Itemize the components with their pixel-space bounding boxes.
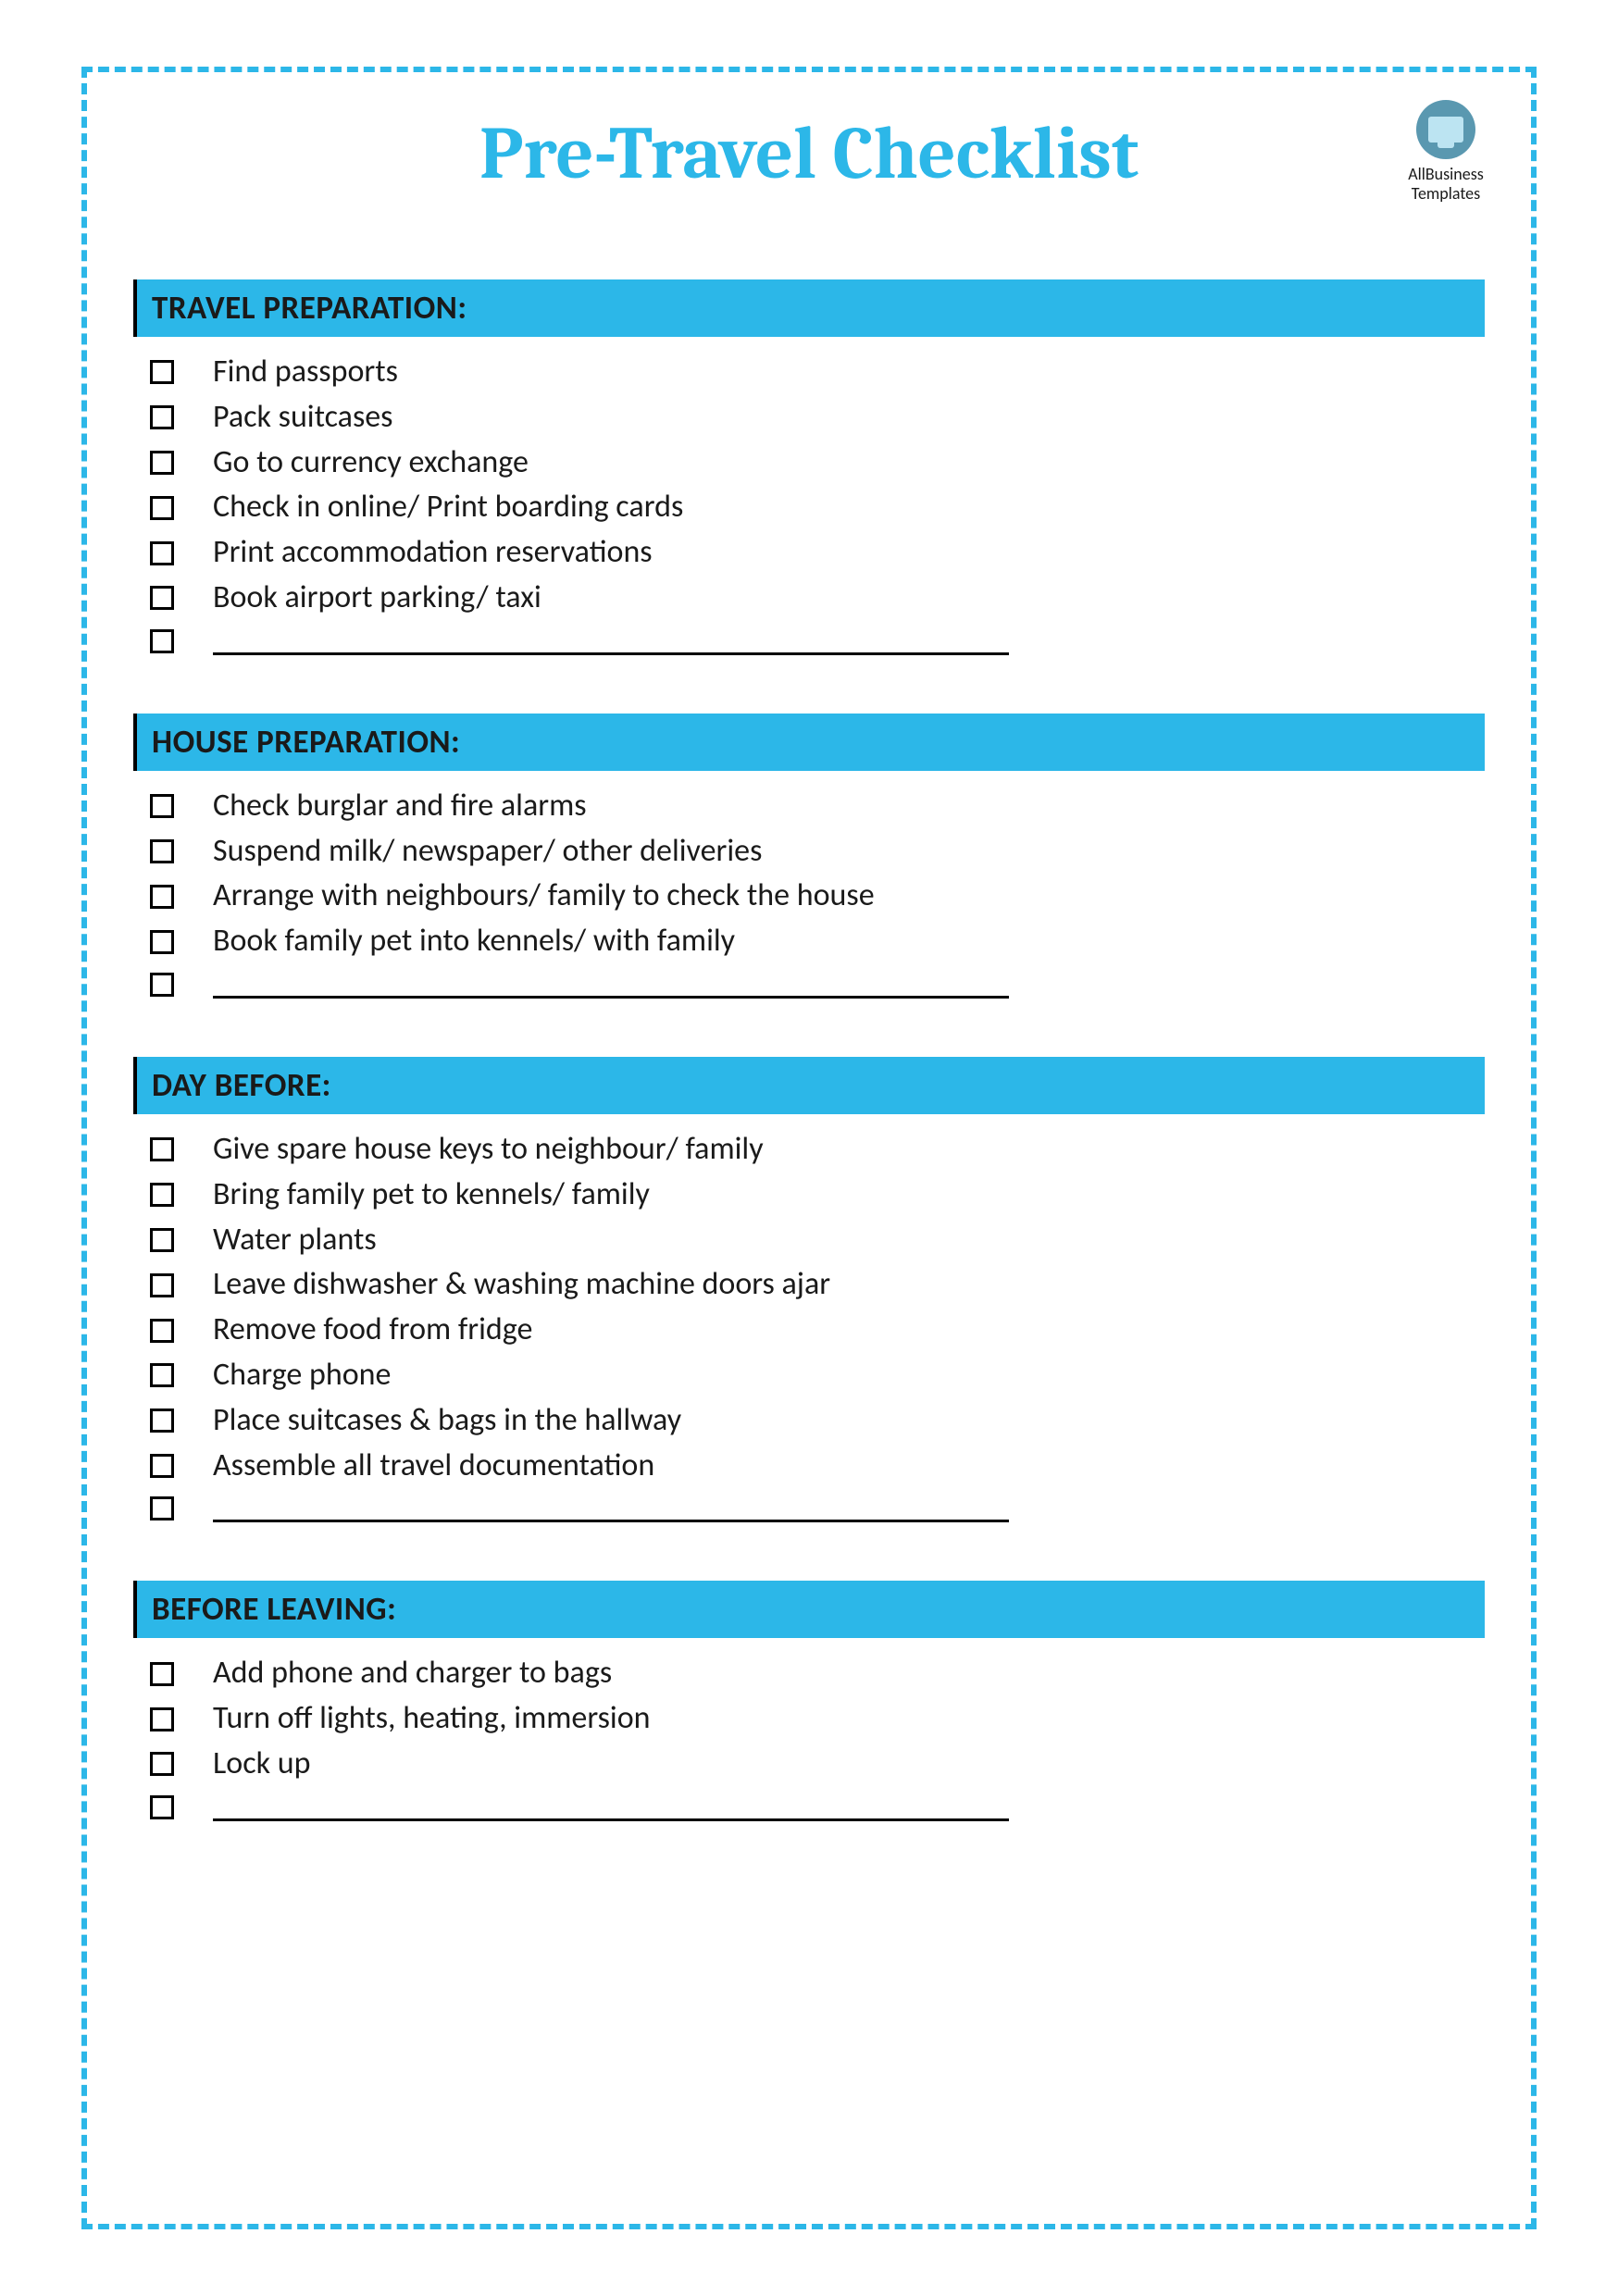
checkbox[interactable] [150,541,174,565]
checklist-item: Print accommodation reservations [150,530,1485,576]
checkbox[interactable] [150,586,174,610]
item-text: Suspend milk/ newspaper/ other deliverie… [213,833,762,871]
checkbox[interactable] [150,973,174,997]
checklist-item: Pack suitcases [150,395,1485,441]
checkbox[interactable] [150,629,174,653]
section-header: DAY BEFORE: [133,1057,1485,1114]
item-text: Add phone and charger to bags [213,1655,612,1693]
checklist-item: Arrange with neighbours/ family to check… [150,874,1485,919]
checklist-item-blank [150,621,1485,662]
checklist-item: Lock up [150,1742,1485,1787]
checklist-item: Bring family pet to kennels/ family [150,1173,1485,1218]
checkbox[interactable] [150,360,174,384]
checklist-item: Leave dishwasher & washing machine doors… [150,1262,1485,1308]
checklist-item: Charge phone [150,1353,1485,1398]
logo: AllBusiness Templates [1390,100,1501,203]
logo-icon [1416,100,1475,159]
checklist-item: Go to currency exchange [150,441,1485,486]
section: DAY BEFORE: Give spare house keys to neig… [133,1057,1485,1529]
items: Give spare house keys to neighbour/ fami… [133,1114,1485,1529]
section-header: HOUSE PREPARATION: [133,714,1485,771]
checklist-item: Give spare house keys to neighbour/ fami… [150,1127,1485,1173]
page-border: Pre-Travel Checklist AllBusiness Templat… [81,67,1537,2229]
items: Add phone and charger to bags Turn off li… [133,1638,1485,1827]
checklist-item: Assemble all travel documentation [150,1444,1485,1489]
item-text: Book family pet into kennels/ with famil… [213,923,735,961]
blank-write-in-line[interactable] [213,1793,1009,1821]
checkbox[interactable] [150,1707,174,1731]
header: Pre-Travel Checklist AllBusiness Templat… [133,100,1485,196]
section: TRAVEL PREPARATION: Find passports Pack su… [133,279,1485,662]
items: Find passports Pack suitcases Go to curren… [133,337,1485,662]
section-header: BEFORE LEAVING: [133,1581,1485,1638]
item-text: Turn off lights, heating, immersion [213,1700,651,1738]
item-text: Book airport parking/ taxi [213,579,541,617]
logo-text-line1: AllBusiness [1390,165,1501,184]
checklist-item: Book airport parking/ taxi [150,576,1485,621]
blank-write-in-line[interactable] [213,1495,1009,1522]
item-text: Place suitcases & bags in the hallway [213,1402,681,1440]
checkbox[interactable] [150,1454,174,1478]
section-title: TRAVEL PREPARATION: [152,289,1470,328]
checklist-item: Remove food from fridge [150,1308,1485,1353]
section-title: DAY BEFORE: [152,1066,1470,1105]
checkbox[interactable] [150,930,174,954]
checkbox[interactable] [150,1363,174,1387]
section: HOUSE PREPARATION: Check burglar and fire… [133,714,1485,1005]
item-text: Assemble all travel documentation [213,1447,654,1485]
checkbox[interactable] [150,1795,174,1819]
checkbox[interactable] [150,1137,174,1161]
blank-write-in-line[interactable] [213,971,1009,999]
section-title: HOUSE PREPARATION: [152,723,1470,762]
checkbox[interactable] [150,405,174,429]
item-text: Find passports [213,354,398,391]
item-text: Leave dishwasher & washing machine doors… [213,1266,830,1304]
checklist-item: Water plants [150,1218,1485,1263]
page-title: Pre-Travel Checklist [479,111,1139,196]
item-text: Bring family pet to kennels/ family [213,1176,650,1214]
section-header: TRAVEL PREPARATION: [133,279,1485,337]
checklist-item: Turn off lights, heating, immersion [150,1696,1485,1742]
checkbox[interactable] [150,1228,174,1252]
checkbox[interactable] [150,1273,174,1297]
checkbox[interactable] [150,1409,174,1433]
item-text: Check in online/ Print boarding cards [213,489,683,527]
item-text: Go to currency exchange [213,444,529,482]
checkbox[interactable] [150,496,174,520]
checklist-item-blank [150,1787,1485,1828]
logo-text-line2: Templates [1390,184,1501,204]
sections-container: TRAVEL PREPARATION: Find passports Pack su… [133,279,1485,1828]
checkbox[interactable] [150,1183,174,1207]
checkbox[interactable] [150,1752,174,1776]
item-text: Pack suitcases [213,399,392,437]
checklist-item: Place suitcases & bags in the hallway [150,1398,1485,1444]
item-text: Charge phone [213,1357,391,1395]
checklist-item: Check in online/ Print boarding cards [150,485,1485,530]
checklist-item: Find passports [150,350,1485,395]
checklist-item: Book family pet into kennels/ with famil… [150,919,1485,964]
checkbox[interactable] [150,1662,174,1686]
checklist-item: Suspend milk/ newspaper/ other deliverie… [150,829,1485,875]
blank-write-in-line[interactable] [213,627,1009,655]
item-text: Lock up [213,1745,310,1783]
checklist-item-blank [150,1488,1485,1529]
item-text: Water plants [213,1222,377,1260]
checkbox[interactable] [150,839,174,863]
checklist-item-blank [150,964,1485,1005]
items: Check burglar and fire alarms Suspend mil… [133,771,1485,1005]
checklist-item: Check burglar and fire alarms [150,784,1485,829]
checkbox[interactable] [150,1319,174,1343]
checkbox[interactable] [150,1496,174,1520]
checkbox[interactable] [150,885,174,909]
section-title: BEFORE LEAVING: [152,1590,1470,1629]
checkbox[interactable] [150,451,174,475]
item-text: Check burglar and fire alarms [213,788,587,825]
checklist-item: Add phone and charger to bags [150,1651,1485,1696]
item-text: Arrange with neighbours/ family to check… [213,877,875,915]
item-text: Remove food from fridge [213,1311,532,1349]
item-text: Print accommodation reservations [213,534,653,572]
checkbox[interactable] [150,794,174,818]
item-text: Give spare house keys to neighbour/ fami… [213,1131,764,1169]
section: BEFORE LEAVING: Add phone and charger to … [133,1581,1485,1827]
